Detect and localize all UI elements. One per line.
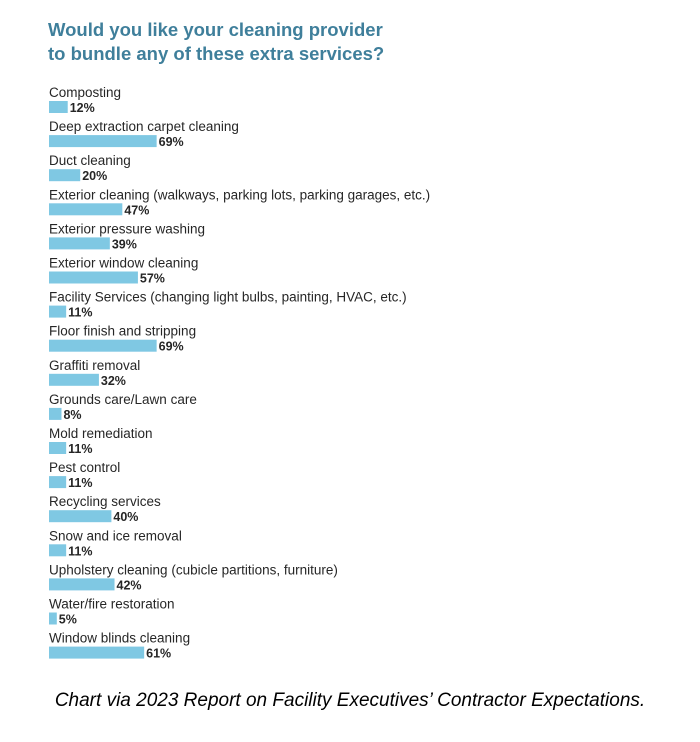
chart-title-line-2: to bundle any of these extra services? xyxy=(48,43,385,64)
category-label: Window blinds cleaning xyxy=(49,631,190,646)
category-label: Upholstery cleaning (cubicle partitions,… xyxy=(49,562,338,577)
value-label: 5% xyxy=(59,613,77,627)
value-label: 40% xyxy=(113,510,138,524)
value-label: 47% xyxy=(124,203,149,217)
chart-title: Would you like your cleaning provider to… xyxy=(48,18,608,66)
value-label: 20% xyxy=(82,169,107,183)
chart-caption: Chart via 2023 Report on Facility Execut… xyxy=(54,690,646,711)
category-label: Pest control xyxy=(49,460,120,475)
category-label: Floor finish and stripping xyxy=(49,324,196,339)
bar xyxy=(49,544,67,557)
bar xyxy=(49,101,68,113)
bar xyxy=(49,169,81,182)
bar xyxy=(49,407,62,420)
category-label: Grounds care/Lawn care xyxy=(49,392,197,407)
value-label: 11% xyxy=(68,476,92,490)
bar xyxy=(49,373,99,386)
category-label: Composting xyxy=(49,85,121,100)
chart-title-line-1: Would you like your cleaning provider xyxy=(48,19,383,40)
bar xyxy=(49,646,145,659)
bar xyxy=(49,237,110,250)
category-label: Deep extraction carpet cleaning xyxy=(49,119,239,134)
value-label: 39% xyxy=(112,237,137,251)
bar xyxy=(49,578,115,591)
value-label: 12% xyxy=(70,101,95,115)
value-label: 69% xyxy=(159,135,184,149)
bar xyxy=(49,476,67,489)
bar xyxy=(49,612,57,625)
category-label: Mold remediation xyxy=(49,426,153,441)
category-label: Exterior window cleaning xyxy=(49,256,198,271)
value-label: 57% xyxy=(140,272,165,286)
value-label: 11% xyxy=(68,306,92,320)
category-label: Facility Services (changing light bulbs,… xyxy=(49,290,407,305)
bar xyxy=(49,203,123,216)
category-label: Exterior pressure washing xyxy=(49,221,205,236)
category-label: Duct cleaning xyxy=(49,153,131,168)
bar xyxy=(49,510,112,523)
bar xyxy=(49,339,157,352)
value-label: 11% xyxy=(68,544,92,558)
bar xyxy=(49,271,138,284)
value-label: 61% xyxy=(146,647,171,661)
category-label: Exterior cleaning (walkways, parking lot… xyxy=(49,187,430,202)
category-label: Graffiti removal xyxy=(49,358,140,373)
value-label: 69% xyxy=(159,340,184,354)
value-label: 11% xyxy=(68,442,92,456)
bar xyxy=(49,305,67,318)
bar xyxy=(49,135,157,148)
value-label: 8% xyxy=(63,408,81,422)
category-label: Water/fire restoration xyxy=(49,597,175,612)
bar xyxy=(49,442,67,454)
category-label: Snow and ice removal xyxy=(49,528,182,543)
value-label: 32% xyxy=(101,374,126,388)
category-label: Recycling services xyxy=(49,494,161,509)
value-label: 42% xyxy=(117,578,142,592)
